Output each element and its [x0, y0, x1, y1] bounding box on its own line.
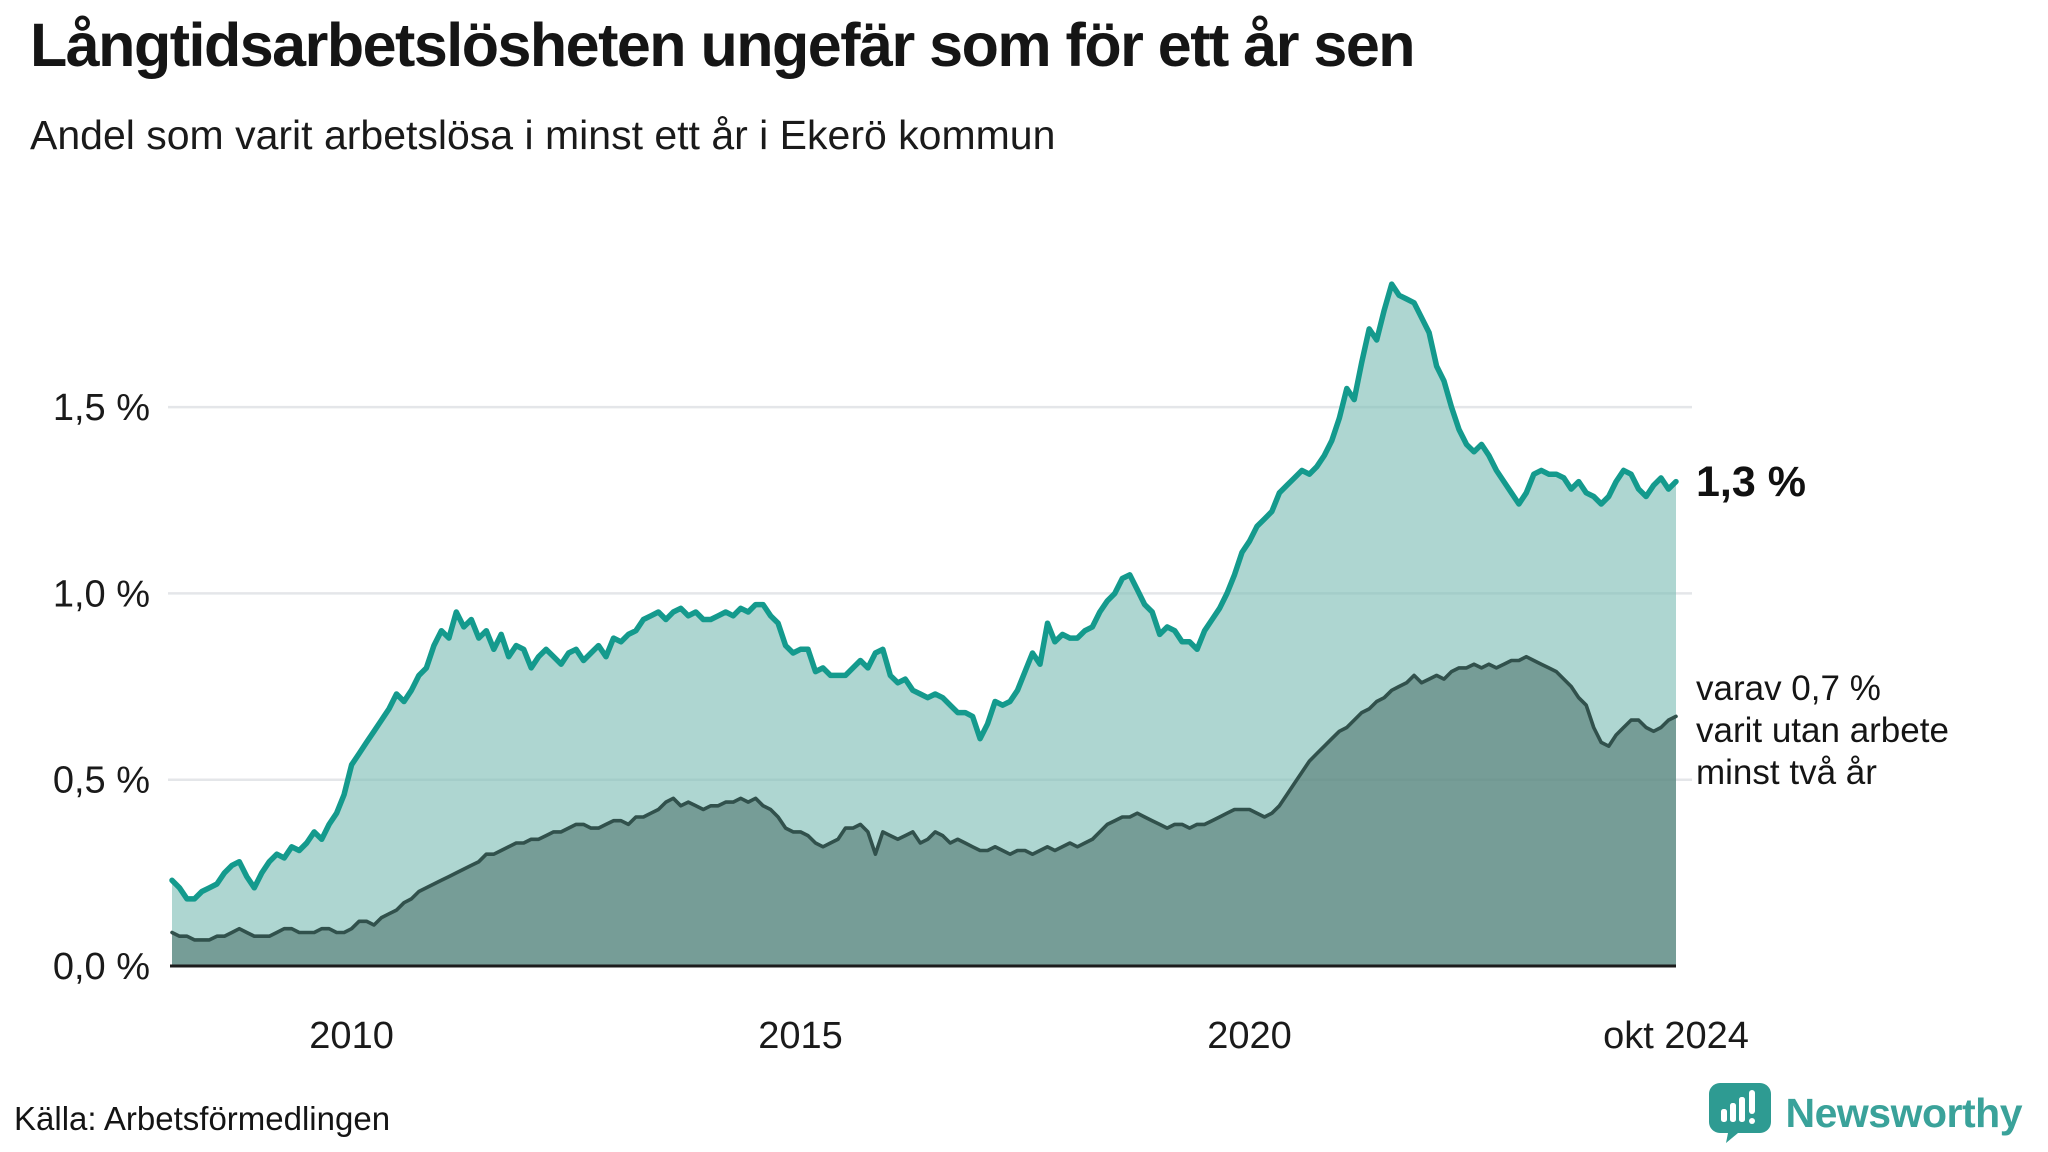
source-note: Källa: Arbetsförmedlingen — [14, 1100, 391, 1137]
end-value-label: 1,3 % — [1696, 458, 1806, 506]
y-tick-label: 1,0 % — [53, 573, 150, 615]
x-axis-tick-labels: 2010 2015 2020 okt 2024 — [309, 1015, 1749, 1057]
newsworthy-logo-icon — [1708, 1083, 1771, 1143]
note-line-2: varit utan arbete — [1696, 711, 1949, 750]
area-fill-unemployed-two-years — [172, 656, 1676, 966]
y-tick-label: 0,5 % — [53, 760, 150, 802]
x-tick-label: okt 2024 — [1603, 1015, 1749, 1057]
x-tick-label: 2015 — [758, 1015, 843, 1057]
x-tick-label: 2020 — [1207, 1015, 1292, 1057]
y-axis-tick-labels: 0,0 % 0,5 % 1,0 % 1,5 % — [53, 387, 150, 988]
y-tick-label: 0,0 % — [53, 946, 150, 988]
page-title: Långtidsarbetslösheten ungefär som för e… — [30, 11, 1416, 79]
newsworthy-logo: Newsworthy — [1708, 1082, 2023, 1144]
line-unemployed-one-year — [169, 281, 1679, 902]
x-tick-label: 2010 — [309, 1015, 394, 1057]
note-line-3: minst två år — [1696, 753, 1877, 792]
chart-subtitle: Andel som varit arbetslösa i minst ett å… — [30, 112, 1056, 158]
note-line-1: varav 0,7 % — [1696, 669, 1881, 708]
newsworthy-logo-text: Newsworthy — [1785, 1089, 2023, 1136]
y-tick-label: 1,5 % — [53, 387, 150, 429]
logo-bars — [1720, 1090, 1755, 1124]
line-unemployed-two-years — [170, 654, 1678, 942]
